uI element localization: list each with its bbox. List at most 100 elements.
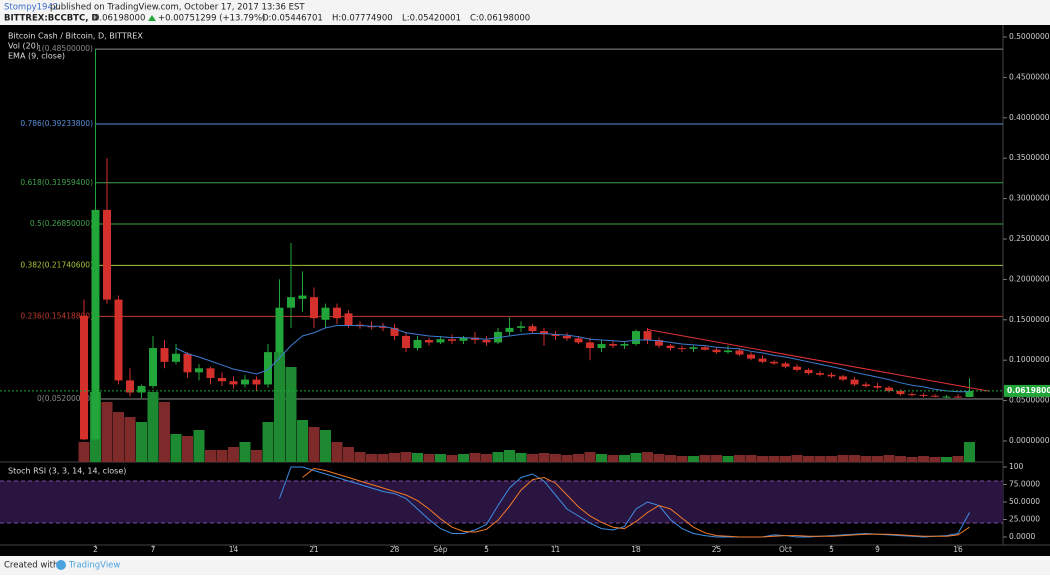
candle-body <box>551 334 560 336</box>
candle-body <box>310 297 318 319</box>
chart-area <box>0 25 1050 556</box>
volume-bar <box>699 455 711 462</box>
y-tick-label: 0.15000000 <box>1009 315 1050 324</box>
volume-bar <box>745 455 757 462</box>
volume-bar <box>929 457 941 462</box>
volume-bar <box>653 454 665 462</box>
change: +0.00751299 (+13.79%) <box>158 14 265 24</box>
x-tick-label: 9 <box>875 545 880 554</box>
candle-body <box>574 338 583 343</box>
candle-body <box>160 348 169 362</box>
candle-body <box>735 350 744 355</box>
fib-label: 0.5(0.26850000) <box>30 219 93 228</box>
candle-body <box>264 352 272 385</box>
candle-body <box>425 340 433 343</box>
candle-body <box>655 340 663 346</box>
volume-bar <box>124 417 136 462</box>
volume-bar <box>515 453 527 462</box>
volume-bar <box>757 456 768 462</box>
volume-bar <box>941 457 952 462</box>
x-tick-label: 25 <box>712 545 722 554</box>
volume-bar <box>285 367 297 462</box>
x-tick-label: Sep <box>433 545 447 554</box>
last: 0.06198000 <box>94 14 145 24</box>
y2-tick-label: 75.0000 <box>1009 480 1040 489</box>
logo <box>56 560 66 570</box>
volume-bar <box>228 447 239 462</box>
candle-body <box>712 349 721 353</box>
candle-body <box>195 368 203 373</box>
volume-bar <box>596 454 607 462</box>
candle-body <box>114 299 123 381</box>
candle-body <box>241 379 249 385</box>
candle-body <box>80 315 88 440</box>
volume-bar <box>780 456 791 462</box>
volume-bar <box>665 455 676 462</box>
y-tick-label: 0.45000000 <box>1009 72 1050 81</box>
x-tick-label: 28 <box>390 545 400 554</box>
volume-bar <box>619 455 630 462</box>
volume-bar <box>768 456 780 462</box>
candle-body <box>275 307 284 353</box>
y2-tick-label: 25.0000 <box>1009 515 1040 524</box>
volume-bar <box>251 450 262 462</box>
up-icon <box>148 15 156 21</box>
volume-bar <box>354 452 366 462</box>
volume-bar <box>826 456 837 462</box>
candle-body <box>954 396 962 398</box>
volume-bar <box>113 412 124 462</box>
volume-bar <box>849 455 860 462</box>
volume-bar <box>538 453 550 462</box>
indicator: Vol (20) <box>8 42 39 51</box>
volume-bar <box>136 422 147 462</box>
candle-body <box>448 339 456 341</box>
volume-bar <box>446 455 458 462</box>
candle-body <box>931 395 939 397</box>
last-price-box <box>1004 384 1050 397</box>
y-tick-label: 0.30000000 <box>1009 194 1050 203</box>
candle-body <box>149 348 157 387</box>
candle-body <box>666 345 675 349</box>
volume-bar <box>435 454 446 462</box>
volume-bar <box>320 430 331 462</box>
y2-tick-label: 50.0000 <box>1009 497 1040 506</box>
x-tick-label: Oct <box>779 545 792 554</box>
volume-bar <box>458 454 469 462</box>
candle-body <box>333 307 341 319</box>
y-tick-label: 0.00000000 <box>1009 436 1050 445</box>
last-price-label: 0.06198000 <box>1007 386 1050 395</box>
x-tick-label: 16 <box>953 545 963 554</box>
volume-bar <box>872 456 883 462</box>
published: published on TradingView.com, October 17… <box>50 3 305 13</box>
candle-body <box>724 350 732 353</box>
volume-bar <box>607 455 619 462</box>
volume-bar <box>170 434 182 462</box>
candle-body <box>597 344 606 349</box>
footer-brand[interactable]: TradingView <box>68 561 120 571</box>
x-tick-label: 21 <box>309 545 319 554</box>
ohlc-high: H:0.07774900 <box>332 14 393 24</box>
volume-bar <box>791 455 803 462</box>
candle-body <box>459 337 468 341</box>
y2-tick-label: 100 <box>1009 462 1024 471</box>
candle-body <box>896 390 905 395</box>
candle-body <box>540 331 548 335</box>
volume-bar <box>182 436 193 462</box>
x-tick-label: 5 <box>829 545 834 554</box>
volume-bar <box>860 456 872 462</box>
volume-bar <box>343 447 354 462</box>
volume-bar <box>803 456 814 462</box>
volume-bar <box>412 453 423 462</box>
ema-line <box>175 324 970 393</box>
candle-body <box>528 326 537 332</box>
volume-bar <box>734 455 745 462</box>
ohlc-close: C:0.06198000 <box>470 14 530 24</box>
x-tick-label: 18 <box>631 545 641 554</box>
volume-bar <box>722 456 734 462</box>
candle-body <box>218 377 226 382</box>
author[interactable]: Stompy1942 <box>4 3 58 13</box>
volume-bar <box>469 453 481 462</box>
candle-body <box>287 297 295 308</box>
volume-bar <box>964 442 975 462</box>
